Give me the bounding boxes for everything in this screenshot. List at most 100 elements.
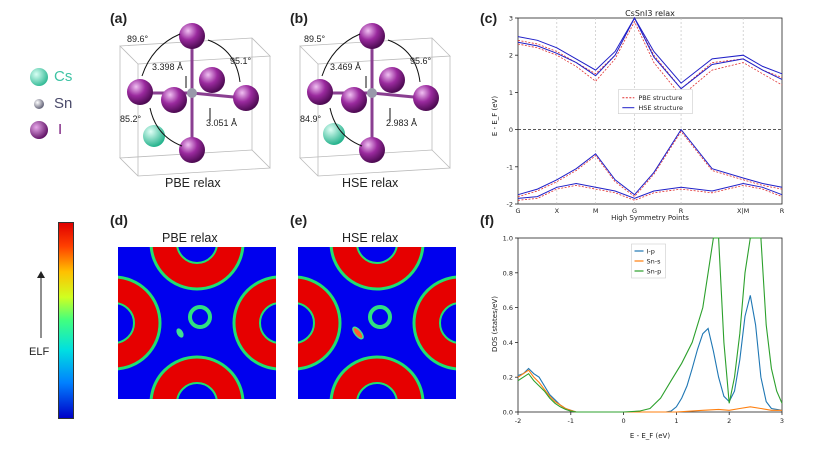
cs-atom: [323, 123, 345, 145]
dos-y-tick: 0.0: [503, 409, 513, 417]
band-line: [517, 184, 783, 201]
dos-line: [517, 237, 783, 413]
panel-label-f: (f): [480, 212, 494, 228]
i-atom-right: [233, 85, 259, 111]
bond-up-b: 3.469 Å: [330, 62, 362, 72]
i-atom-front: [341, 87, 367, 113]
i-atom-top: [359, 23, 385, 49]
band-structure-chart: CsSnI3 relax G X M G R X|M R -2 -1 0 1 2 3 PBE struct…: [491, 9, 785, 222]
band-legend-label: HSE structure: [638, 104, 683, 112]
dos-plot-area: -2 -1 0 1 2 3 0.0 0.2 0.4 0.6 0.8 1.0 I-p Sn-s Sn-p: [503, 235, 784, 426]
dos-legend-label: Sn-p: [647, 267, 662, 275]
legend-i-label: I: [58, 121, 63, 138]
structure-panel-a: 89.6° 95.1° 85.2° 3.398 Å 3.051 Å: [112, 18, 277, 188]
band-x-tick: M: [593, 207, 599, 215]
band-x-tick: X|M: [737, 207, 749, 215]
elf-colorbar: [58, 222, 74, 419]
band-plot-area: G X M G R X|M R -2 -1 0 1 2 3 PBE structure HSE struct…: [507, 15, 785, 216]
band-x-tick: R: [679, 207, 684, 215]
band-ylabel: E - E_F (eV): [491, 96, 499, 136]
band-y-tick: -1: [507, 163, 513, 171]
i-atom-left: [307, 79, 333, 105]
band-line: [517, 128, 783, 196]
dos-y-tick: 0.8: [503, 269, 513, 277]
elf-map-e: [298, 247, 456, 399]
dos-x-tick: -1: [568, 417, 574, 425]
dos-legend-label: Sn-s: [647, 257, 662, 265]
dos-x-tick: 1: [674, 417, 678, 425]
cs-atom-icon: [30, 68, 48, 86]
panel-label-d: (d): [110, 212, 128, 228]
elf-label: ELF: [29, 346, 50, 358]
band-legend: [618, 89, 693, 114]
i-atom-bottom: [359, 137, 385, 163]
elf-e-title: HSE relax: [342, 231, 399, 245]
dos-chart: -2 -1 0 1 2 3 0.0 0.2 0.4 0.6 0.8 1.0 I-p Sn-s Sn-p E …: [491, 235, 784, 441]
angle-left-b: 84.9°: [300, 114, 322, 124]
band-line: [517, 20, 783, 97]
sn-atom: [187, 88, 197, 98]
dos-x-tick: 2: [727, 417, 731, 425]
band-line: [517, 182, 783, 199]
dos-y-tick: 0.2: [503, 374, 513, 382]
i-atom-top: [179, 23, 205, 49]
bond-down-b: 2.983 Å: [386, 118, 418, 128]
dos-y-tick: 0.4: [503, 339, 513, 347]
band-y-tick: 3: [509, 15, 513, 23]
band-title: CsSnI3 relax: [625, 9, 675, 18]
i-atom-front: [161, 87, 187, 113]
panel-label-b: (b): [290, 10, 308, 26]
i-atom-back: [379, 67, 405, 93]
i-atom-icon: [30, 121, 48, 139]
band-x-tick: R: [780, 207, 785, 215]
sn-atom: [367, 88, 377, 98]
dos-y-tick: 0.6: [503, 304, 513, 312]
angle-top-a: 89.6°: [127, 34, 149, 44]
band-x-tick: G: [515, 207, 520, 215]
band-legend-label: PBE structure: [638, 94, 682, 102]
angle-right-b: 95.6°: [410, 56, 432, 66]
structure-panel-b: 89.5° 95.6° 84.9° 3.469 Å 2.983 Å: [292, 18, 457, 188]
band-y-tick: 0: [509, 126, 513, 134]
legend-cs-label: Cs: [54, 68, 73, 85]
elf-d-title: PBE relax: [162, 231, 218, 245]
dos-x-tick: -2: [515, 417, 521, 425]
dos-legend-label: I-p: [647, 247, 655, 255]
i-atom-bottom: [179, 137, 205, 163]
dos-ylabel: DOS (states/eV): [491, 296, 499, 352]
angle-top-b: 89.5°: [304, 34, 326, 44]
elf-map-d: [118, 247, 276, 399]
atom-legend-markers: [30, 68, 48, 139]
dos-xlabel: E - E_F (eV): [630, 432, 670, 440]
angle-right-a: 95.1°: [230, 56, 252, 66]
bond-up-a: 3.398 Å: [152, 62, 184, 72]
dos-x-tick: 3: [780, 417, 784, 425]
panel-label-c: (c): [480, 10, 498, 26]
dos-line: [517, 295, 783, 413]
band-y-tick: -2: [507, 201, 513, 209]
bond-down-a: 3.051 Å: [206, 118, 238, 128]
caption-b: HSE relax: [342, 176, 399, 190]
band-x-tick: X: [555, 207, 560, 215]
angle-left-a: 85.2°: [120, 114, 142, 124]
dos-x-tick: 0: [622, 417, 626, 425]
band-line: [517, 130, 783, 198]
band-y-tick: 2: [509, 52, 513, 60]
i-atom-back: [199, 67, 225, 93]
structure-a-drawing: [119, 23, 271, 177]
panel-label-e: (e): [290, 212, 308, 228]
band-x-tick: G: [632, 207, 637, 215]
angle-arrows: [321, 33, 421, 147]
band-line: [517, 16, 783, 90]
elf-arrow-icon: [37, 271, 45, 338]
legend-sn-label: Sn: [54, 95, 73, 112]
band-xlabel: High Symmetry Points: [611, 214, 689, 222]
sn-atom-icon: [34, 99, 44, 109]
cs-atom: [143, 125, 165, 147]
i-atom-right: [413, 85, 439, 111]
band-y-tick: 1: [509, 89, 513, 97]
band-line: [517, 17, 783, 84]
panel-label-a: (a): [110, 10, 128, 26]
caption-a: PBE relax: [165, 176, 221, 190]
i-atom-left: [127, 79, 153, 105]
